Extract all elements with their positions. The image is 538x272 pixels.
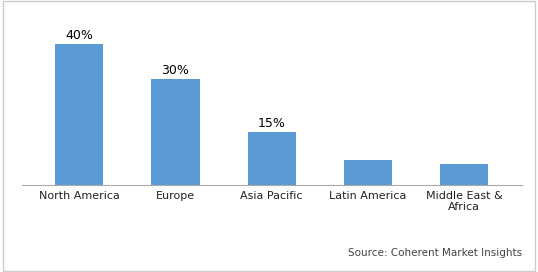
Text: 30%: 30% (161, 64, 189, 77)
Bar (151, 79, 200, 185)
Bar (55, 44, 103, 185)
Text: Source: Coherent Market Insights: Source: Coherent Market Insights (348, 248, 522, 258)
Bar (440, 164, 488, 185)
Text: 40%: 40% (65, 29, 93, 42)
Bar (247, 132, 296, 185)
Bar (344, 160, 392, 185)
Text: 15%: 15% (258, 117, 286, 130)
